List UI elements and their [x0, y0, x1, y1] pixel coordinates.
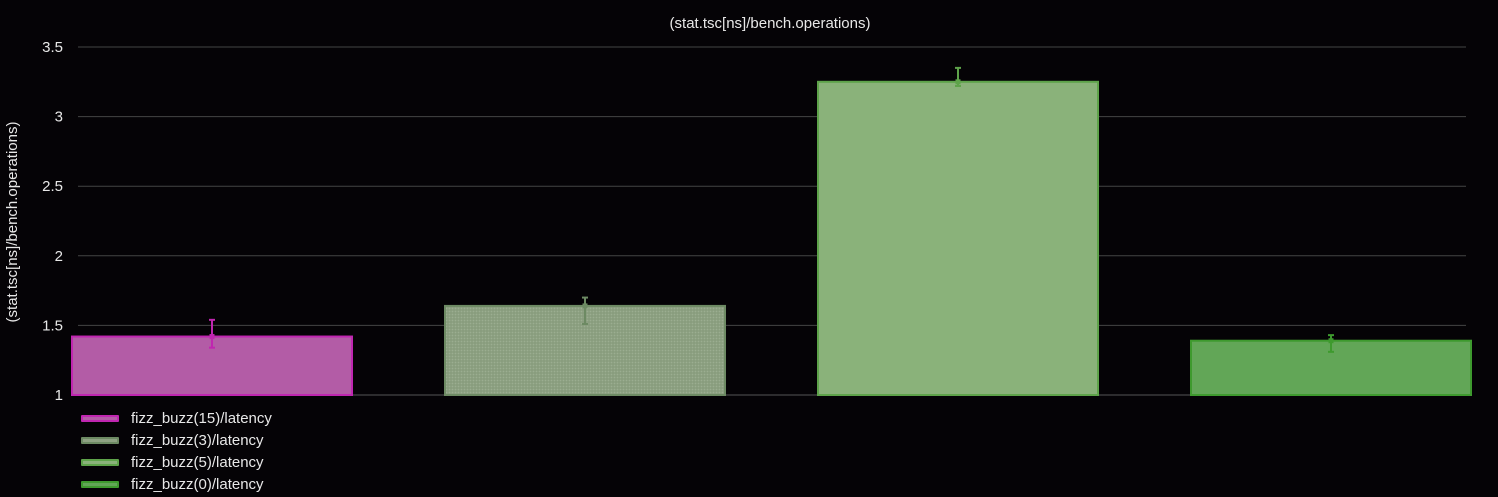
- legend-label: fizz_buzz(5)/latency: [131, 453, 264, 471]
- y-tick-label: 1.5: [42, 317, 63, 334]
- y-axis-ticks: 1 1.5 2 2.5 3 3.5: [42, 39, 63, 404]
- y-axis-label: (stat.tsc[ns]/bench.operations): [4, 122, 21, 323]
- chart-title: (stat.tsc[ns]/bench.operations): [670, 15, 871, 32]
- legend-label: fizz_buzz(15)/latency: [131, 409, 272, 427]
- bar[interactable]: [817, 80, 1099, 397]
- error-bar: [582, 296, 588, 326]
- legend: fizz_buzz(15)/latency fizz_buzz(3)/latenc…: [81, 407, 272, 495]
- y-tick-label: 1: [55, 387, 63, 404]
- error-bar: [209, 318, 215, 349]
- legend-item[interactable]: fizz_buzz(5)/latency: [81, 451, 272, 473]
- error-bars: [209, 66, 1334, 353]
- legend-swatch: [81, 458, 119, 466]
- legend-swatch: [81, 480, 119, 488]
- legend-item[interactable]: fizz_buzz(15)/latency: [81, 407, 272, 429]
- error-bar: [1328, 334, 1334, 353]
- legend-swatch: [81, 436, 119, 444]
- y-tick-label: 2: [55, 248, 63, 265]
- y-grid: [78, 46, 1466, 396]
- legend-label: fizz_buzz(3)/latency: [131, 431, 264, 449]
- error-bar: [955, 66, 961, 87]
- legend-item[interactable]: fizz_buzz(3)/latency: [81, 429, 272, 451]
- y-tick-label: 3.5: [42, 39, 63, 56]
- legend-item[interactable]: fizz_buzz(0)/latency: [81, 473, 272, 495]
- legend-swatch: [81, 414, 119, 422]
- y-tick-label: 3: [55, 109, 63, 126]
- legend-label: fizz_buzz(0)/latency: [131, 475, 264, 493]
- y-tick-label: 2.5: [42, 178, 63, 195]
- bars: [71, 80, 1472, 397]
